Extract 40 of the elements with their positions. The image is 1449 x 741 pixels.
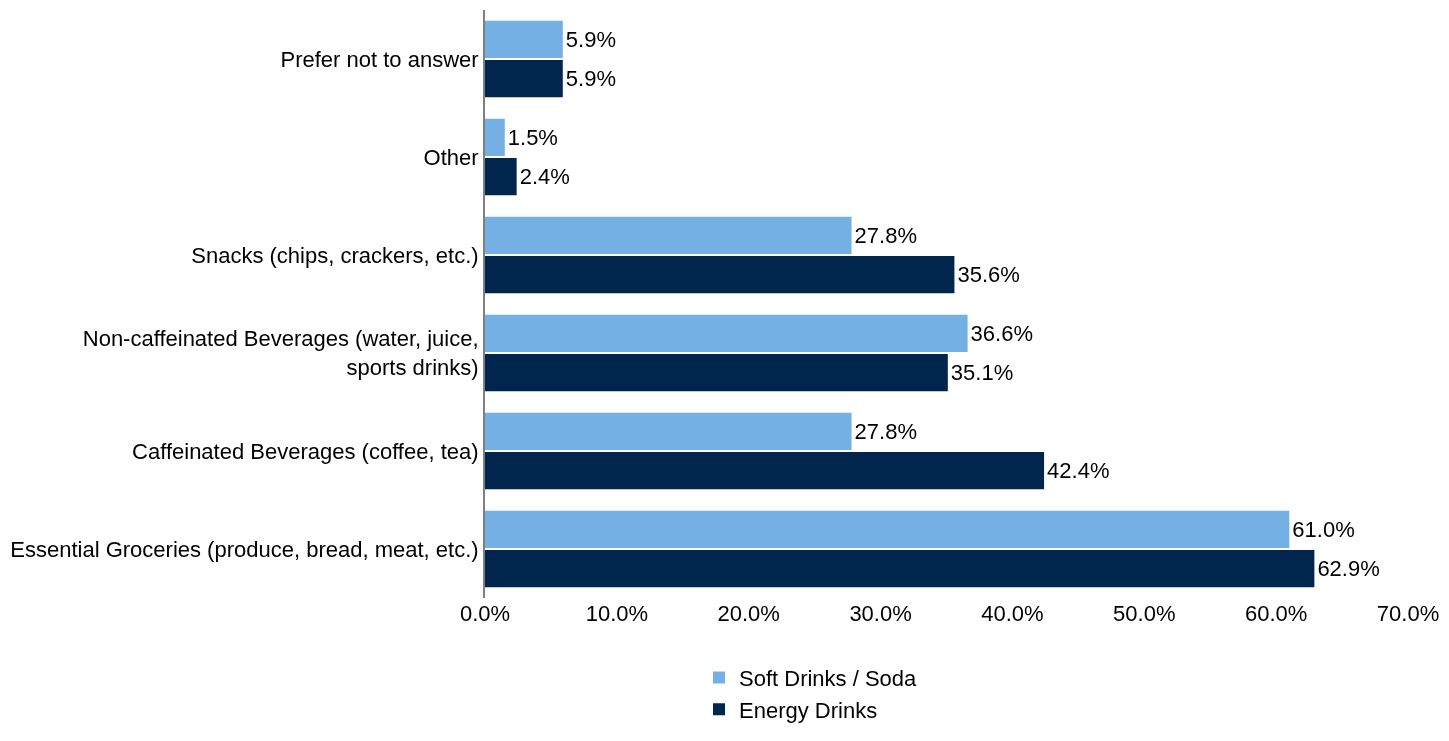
data-label: 5.9%: [565, 26, 616, 52]
bar: [485, 549, 1315, 588]
bar: [485, 157, 517, 196]
legend-label: Energy Drinks: [739, 697, 878, 723]
data-label: 61.0%: [1292, 516, 1355, 542]
x-tick-label: 70.0%: [1376, 601, 1440, 626]
bar: [485, 353, 948, 392]
y-tick-label: Other: [423, 144, 479, 170]
bar: [485, 510, 1290, 549]
y-tick-label: Snacks (chips, crackers, etc.): [191, 242, 479, 268]
x-tick-label: 50.0%: [1113, 601, 1176, 626]
data-label: 35.1%: [950, 360, 1014, 386]
legend-label: Soft Drinks / Soda: [739, 666, 918, 692]
x-tick-label: 30.0%: [849, 601, 912, 626]
bar: [485, 314, 968, 353]
y-tick-label: Non-caffeinated Beverages (water, juice, sports drinks): [82, 326, 479, 380]
x-tick-label: 60.0%: [1244, 601, 1308, 626]
data-label: 5.9%: [565, 66, 616, 92]
y-tick-label: Essential Groceries (produce, bread, meat, etc.): [10, 536, 479, 562]
bar: [485, 20, 563, 59]
x-tick-label: 10.0%: [585, 601, 649, 626]
y-tick-label: Caffeinated Beverages (coffee, tea): [132, 438, 479, 464]
data-label: 2.4%: [519, 164, 570, 190]
bar: [485, 412, 852, 451]
x-tick-label: 0.0%: [459, 601, 511, 626]
data-label: 1.5%: [507, 124, 558, 150]
data-label: 42.4%: [1047, 458, 1110, 484]
data-label: 27.8%: [854, 418, 917, 444]
data-label: 35.6%: [957, 262, 1020, 288]
bar: [485, 451, 1045, 490]
bar: [485, 255, 955, 294]
bar: [485, 59, 563, 98]
data-label: 27.8%: [854, 222, 917, 248]
data-label: 62.9%: [1317, 556, 1380, 582]
x-tick-label: 40.0%: [981, 601, 1044, 626]
bar: [485, 118, 505, 157]
x-tick-label: 20.0%: [717, 601, 780, 626]
data-label: 36.6%: [970, 320, 1033, 346]
bar: [485, 216, 852, 255]
y-tick-label: Prefer not to answer: [280, 46, 479, 72]
